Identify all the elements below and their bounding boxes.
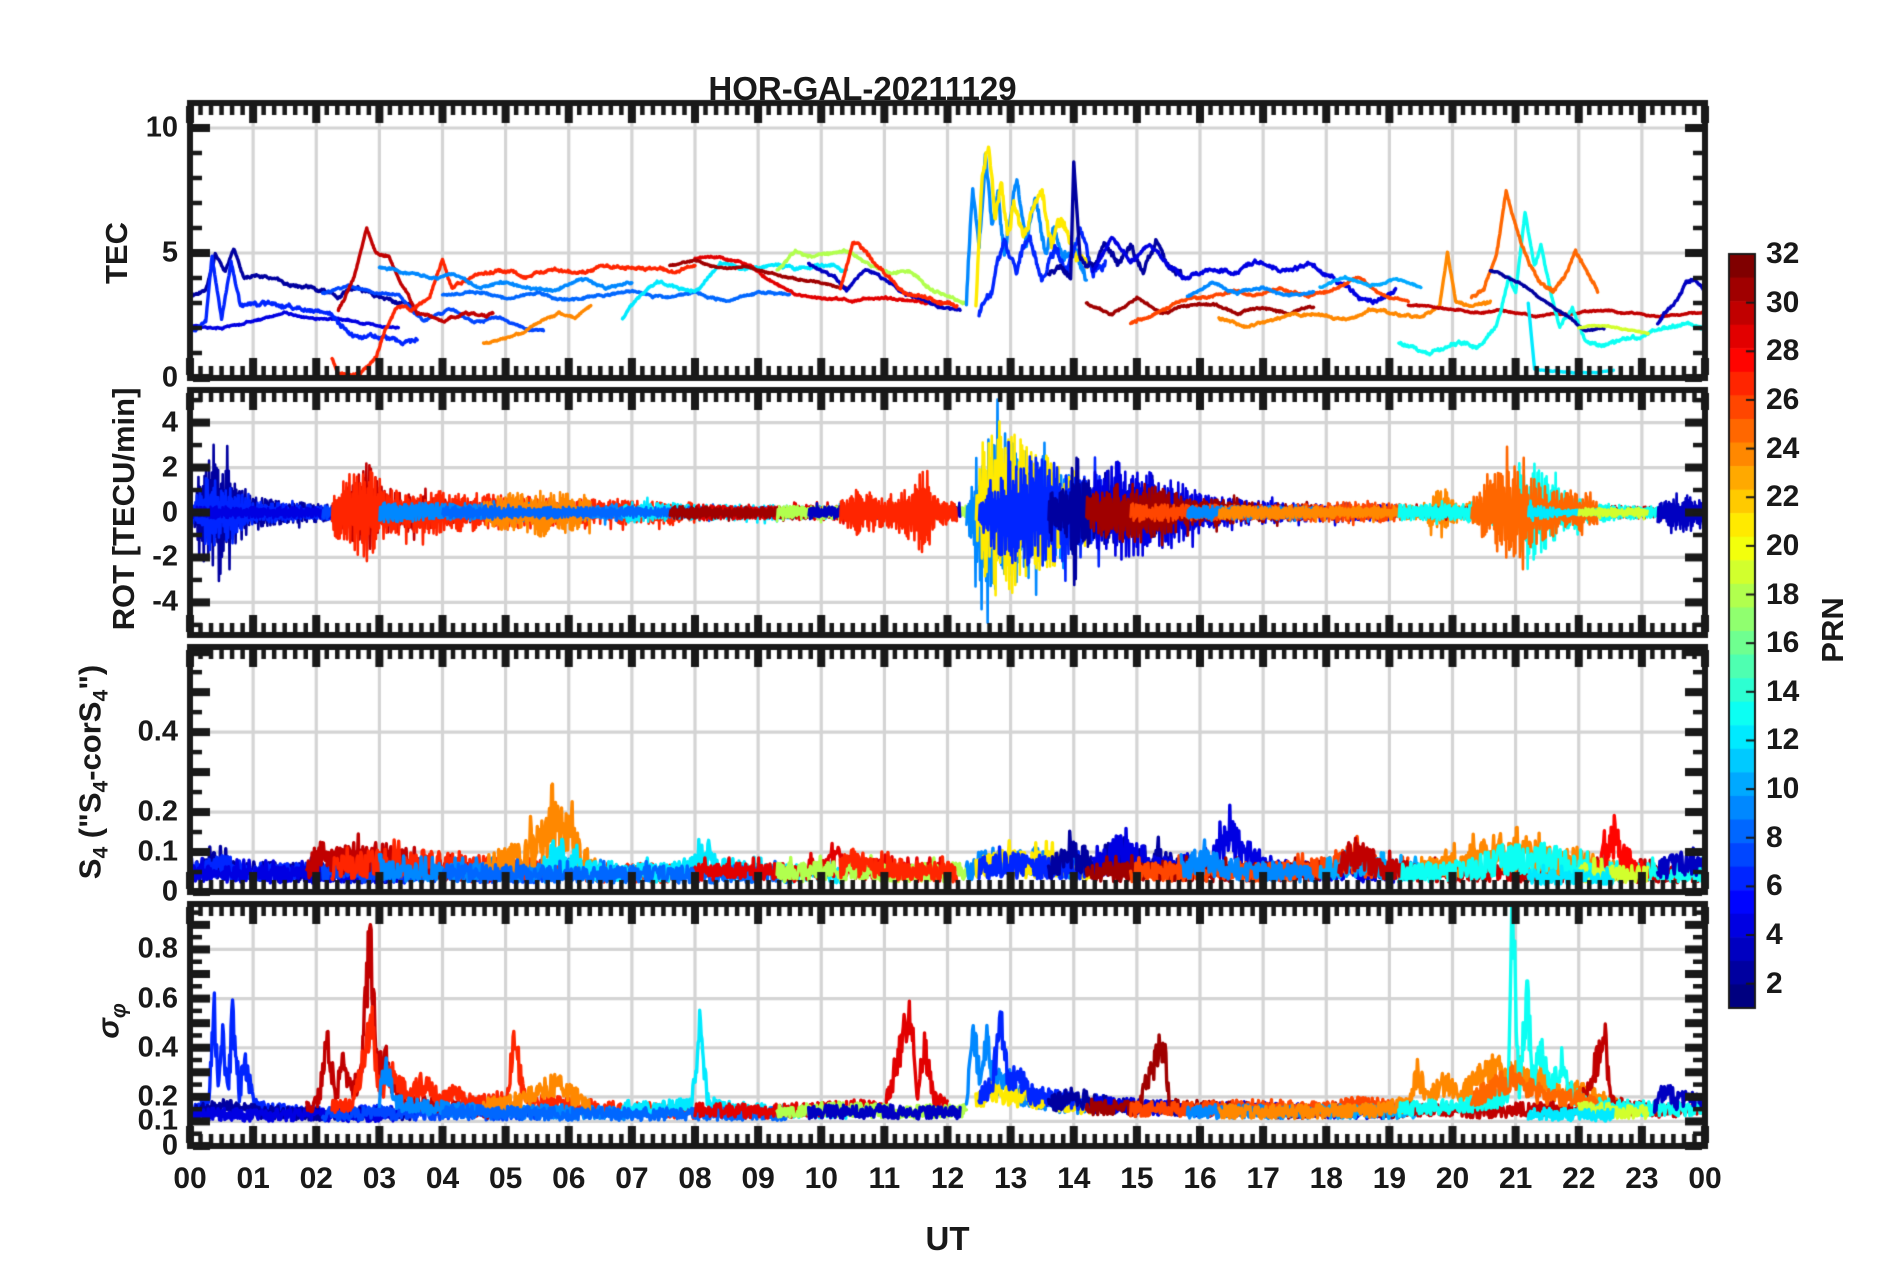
y-tick-label-rot: -2 [152, 540, 178, 573]
x-tick-label: 10 [804, 1162, 838, 1195]
x-tick-label: 23 [1625, 1162, 1659, 1195]
colorbar-tick-label: 30 [1766, 285, 1800, 319]
colorbar-tick-label: 28 [1766, 334, 1800, 368]
x-tick-label: 15 [1120, 1162, 1154, 1195]
x-tick-label: 06 [552, 1162, 586, 1195]
x-tick-label: 16 [1183, 1162, 1217, 1195]
x-axis-label: UT [925, 1220, 970, 1257]
x-tick-label: 08 [678, 1162, 712, 1195]
y-tick-label-sigma_phi: 0.2 [137, 1080, 178, 1113]
colorbar-tick-label: 4 [1766, 918, 1783, 952]
y-tick-label-rot: 4 [161, 406, 178, 439]
colorbar-tick-label: 24 [1766, 431, 1800, 465]
colorbar-tick-label: 12 [1766, 723, 1800, 757]
colorbar-label: PRN [1815, 597, 1850, 663]
y-tick-label-rot: 2 [161, 451, 178, 484]
y-tick-label-tec: 0 [161, 361, 178, 394]
x-tick-label: 03 [362, 1162, 397, 1195]
colorbar-tick-label: 32 [1766, 237, 1800, 270]
x-tick-label: 19 [1372, 1162, 1407, 1195]
x-tick-label: 18 [1309, 1162, 1343, 1195]
x-tick-label: 00 [1688, 1162, 1722, 1195]
colorbar-tick-label: 6 [1766, 869, 1783, 903]
y-tick-label-sigma_phi: 0.6 [137, 982, 178, 1015]
y-tick-label-s4: 0.1 [137, 835, 178, 868]
x-tick-label: 07 [615, 1162, 649, 1195]
x-tick-label: 17 [1246, 1162, 1280, 1195]
x-tick-label: 22 [1562, 1162, 1596, 1195]
colorbar-tick-label: 26 [1766, 382, 1800, 416]
colorbar-tick-label: 14 [1766, 674, 1800, 708]
x-tick-label: 04 [425, 1162, 460, 1195]
y-tick-label-sigma_phi: 0.1 [137, 1104, 178, 1137]
x-tick-label: 01 [236, 1162, 270, 1195]
y-tick-label-s4: 0 [161, 875, 178, 908]
x-tick-label: 20 [1435, 1162, 1470, 1195]
x-tick-label: 12 [930, 1162, 965, 1195]
colorbar-tick-label: 18 [1766, 577, 1800, 611]
colorbar-tick-label: 20 [1766, 528, 1800, 562]
colorbar-tick-label: 10 [1766, 772, 1800, 806]
x-tick-label: 05 [488, 1162, 523, 1195]
y-tick-label-sigma_phi: 0 [161, 1129, 178, 1162]
y-tick-label-s4: 0.4 [137, 715, 178, 748]
x-tick-label: 02 [299, 1162, 333, 1195]
x-tick-label: 00 [173, 1162, 207, 1195]
colorbar-tick-label: 8 [1766, 820, 1783, 854]
colorbar-tick-label: 16 [1766, 626, 1800, 660]
y-tick-label-s4: 0.2 [137, 795, 178, 828]
x-tick-label: 13 [993, 1162, 1028, 1195]
x-tick-label: 11 [868, 1162, 901, 1195]
x-tick-label: 14 [1057, 1162, 1091, 1195]
y-tick-label-sigma_phi: 0.8 [137, 932, 178, 965]
y-tick-label-sigma_phi: 0.4 [137, 1031, 178, 1064]
colorbar-tick-label: 22 [1766, 480, 1800, 514]
x-tick-label: 21 [1498, 1162, 1533, 1195]
y-tick-label-tec: 5 [161, 236, 178, 269]
x-tick-label: 09 [741, 1162, 775, 1195]
y-tick-label-rot: -4 [152, 585, 178, 618]
y-tick-label-rot: 0 [161, 496, 178, 528]
chart-title: HOR-GAL-20211129 [708, 70, 1017, 107]
y-tick-label-tec: 10 [145, 111, 178, 144]
colorbar-tick-label: 2 [1766, 966, 1783, 1000]
